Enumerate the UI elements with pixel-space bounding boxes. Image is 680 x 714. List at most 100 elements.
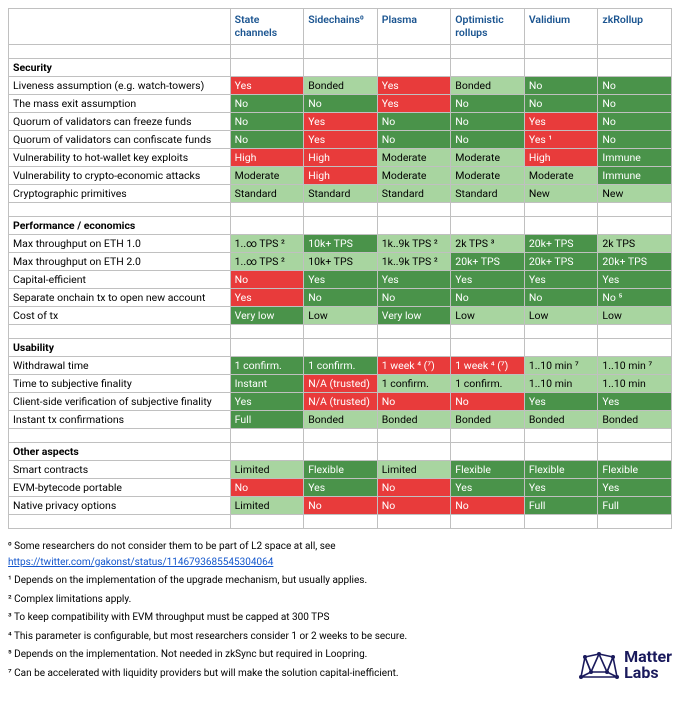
cell: Yes (230, 77, 304, 95)
row-label: Time to subjective finality (9, 375, 231, 393)
cell: Yes (598, 479, 672, 497)
spacer-row (9, 203, 672, 217)
cell: No (524, 95, 598, 113)
matter-labs-icon (578, 650, 620, 680)
cell: No (230, 271, 304, 289)
cell: 10k+ TPS (304, 235, 378, 253)
cell: Standard (230, 185, 304, 203)
cell: Full (230, 411, 304, 429)
cell: 1 week ⁴ (⁷) (377, 357, 451, 375)
cell: No (377, 393, 451, 411)
cell: No (598, 131, 672, 149)
cell: Yes (377, 77, 451, 95)
cell: 20k+ TPS (524, 253, 598, 271)
footnote-link[interactable]: https://twitter.com/gakonst/status/11467… (8, 557, 273, 568)
cell: No (230, 113, 304, 131)
header-optimistic: Optimistic rollups (451, 9, 525, 45)
cell: Yes (451, 271, 525, 289)
header-blank (9, 9, 231, 45)
spacer-row (9, 429, 672, 443)
cell: 1k..9k TPS ² (377, 253, 451, 271)
section-title: Security (9, 59, 231, 77)
cell: Yes (304, 271, 378, 289)
section-row: Usability (9, 339, 672, 357)
cell: Limited (377, 461, 451, 479)
cell: No (377, 113, 451, 131)
cell: 2k TPS ³ (451, 235, 525, 253)
cell: Standard (377, 185, 451, 203)
section-row: Security (9, 59, 672, 77)
cell: Yes (230, 393, 304, 411)
cell: No (598, 113, 672, 131)
cell: No (598, 77, 672, 95)
cell: Bonded (451, 77, 525, 95)
cell: 1..10 min (598, 375, 672, 393)
row-label: Separate onchain tx to open new account (9, 289, 231, 307)
cell: N/A (trusted) (304, 375, 378, 393)
table-row: The mass exit assumptionNoNoYesNoNoNo (9, 95, 672, 113)
row-label: Cost of tx (9, 307, 231, 325)
cell: Bonded (598, 411, 672, 429)
cell: 20k+ TPS (598, 253, 672, 271)
cell: Yes (377, 95, 451, 113)
table-row: Client-side verification of subjective f… (9, 393, 672, 411)
cell: 1..∞ TPS ² (230, 253, 304, 271)
cell: Yes (524, 393, 598, 411)
cell: Limited (230, 461, 304, 479)
row-label: Max throughput on ETH 2.0 (9, 253, 231, 271)
cell: 1..10 min (524, 375, 598, 393)
section-title: Usability (9, 339, 231, 357)
cell: Flexible (524, 461, 598, 479)
cell: Bonded (451, 411, 525, 429)
cell: Bonded (377, 411, 451, 429)
cell: 1 confirm. (230, 357, 304, 375)
row-label: Vulnerability to crypto-economic attacks (9, 167, 231, 185)
cell: New (524, 185, 598, 203)
logo-text: Matter Labs (624, 649, 672, 681)
table-row: Quorum of validators can confiscate fund… (9, 131, 672, 149)
footnote: ³ To keep compatibility with EVM through… (8, 610, 562, 626)
cell: No (230, 95, 304, 113)
cell: Flexible (304, 461, 378, 479)
section-title: Performance / economics (9, 217, 231, 235)
cell: Moderate (377, 149, 451, 167)
spacer-row (9, 515, 672, 529)
cell: 1 confirm. (304, 357, 378, 375)
spacer-row (9, 325, 672, 339)
cell: No (451, 289, 525, 307)
cell: No (377, 289, 451, 307)
row-label: Liveness assumption (e.g. watch-towers) (9, 77, 231, 95)
cell: No (451, 95, 525, 113)
cell: High (230, 149, 304, 167)
cell: 20k+ TPS (451, 253, 525, 271)
footnote: ⁴ This parameter is configurable, but mo… (8, 629, 562, 645)
row-label: Withdrawal time (9, 357, 231, 375)
table-row: Cryptographic primitivesStandardStandard… (9, 185, 672, 203)
row-label: EVM-bytecode portable (9, 479, 231, 497)
footnotes: ⁰ Some researchers do not consider them … (8, 539, 672, 681)
header-row: State channels Sidechains⁰ Plasma Optimi… (9, 9, 672, 45)
cell: Low (451, 307, 525, 325)
cell: Bonded (524, 411, 598, 429)
cell: No (524, 289, 598, 307)
row-label: Smart contracts (9, 461, 231, 479)
footnote: ² Complex limitations apply. (8, 592, 562, 608)
table-row: EVM-bytecode portableNoYesNoYesYesYes (9, 479, 672, 497)
cell: Yes (230, 289, 304, 307)
header-zkrollup: zkRollup (598, 9, 672, 45)
cell: Moderate (451, 149, 525, 167)
header-state-channels: State channels (230, 9, 304, 45)
cell: Yes (524, 479, 598, 497)
cell: Yes (524, 113, 598, 131)
table-row: Max throughput on ETH 1.01..∞ TPS ²10k+ … (9, 235, 672, 253)
cell: Yes (304, 479, 378, 497)
cell: No (377, 497, 451, 515)
table-row: Smart contractsLimitedFlexibleLimitedFle… (9, 461, 672, 479)
cell: Limited (230, 497, 304, 515)
cell: Instant (230, 375, 304, 393)
cell: Yes (598, 271, 672, 289)
cell: Low (304, 307, 378, 325)
comparison-table: State channels Sidechains⁰ Plasma Optimi… (8, 8, 672, 529)
cell: Yes (377, 271, 451, 289)
cell: No (377, 479, 451, 497)
